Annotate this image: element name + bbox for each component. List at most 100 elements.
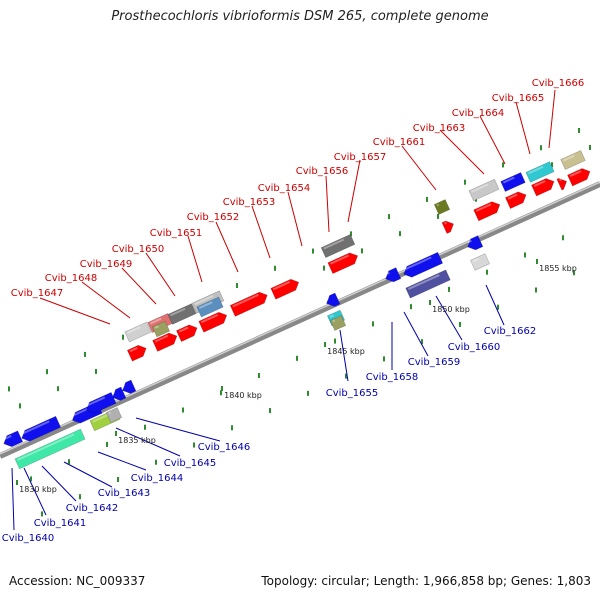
forward-gene-arrow[interactable] [176, 322, 199, 342]
reverse-gene-arrow[interactable] [324, 292, 341, 309]
tick-mark [578, 127, 580, 133]
gene-label-cvib-1653[interactable]: Cvib_1653 [223, 197, 275, 208]
gene-label-cvib-1647[interactable]: Cvib_1647 [11, 288, 63, 299]
leader-line [145, 252, 176, 297]
gene-feature-box[interactable] [525, 161, 555, 183]
reverse-gene-arrow[interactable] [84, 391, 117, 415]
forward-gene-arrow[interactable] [505, 189, 528, 209]
scale-tick [536, 259, 538, 264]
forward-gene-arrow[interactable] [270, 277, 301, 300]
gene-label-cvib-1654[interactable]: Cvib_1654 [258, 183, 310, 194]
gene-feature-box[interactable] [196, 296, 224, 318]
gene-label-cvib-1649[interactable]: Cvib_1649 [80, 259, 132, 270]
gene-label-cvib-1662[interactable]: Cvib_1662 [484, 326, 536, 337]
gene-label-cvib-1657[interactable]: Cvib_1657 [334, 152, 386, 163]
gene-feature-box[interactable] [470, 253, 490, 271]
tick-mark [372, 321, 374, 327]
forward-gene-arrow[interactable] [126, 343, 148, 362]
forward-gene-arrow[interactable] [152, 331, 180, 352]
forward-gene-arrow[interactable] [473, 199, 503, 222]
tick-mark [497, 304, 499, 310]
gene-label-cvib-1641[interactable]: Cvib_1641 [34, 518, 86, 529]
gene-feature-box[interactable] [433, 199, 451, 215]
reverse-gene-arrow[interactable] [110, 386, 127, 403]
tick-mark [540, 145, 542, 151]
scale-tick [221, 386, 223, 391]
tick-mark [361, 248, 363, 254]
reverse-gene-arrow[interactable] [19, 415, 62, 443]
leader-line [63, 461, 113, 488]
gene-labels: Cvib_1647 Cvib_1648 Cvib_1649 Cvib_1650 Cvib… [2, 78, 584, 544]
leader-line [39, 297, 111, 325]
gene-label-cvib-1663[interactable]: Cvib_1663 [413, 123, 465, 134]
gene-feature-box[interactable] [14, 428, 86, 470]
forward-gene-arrow[interactable] [229, 290, 270, 317]
gene-label-cvib-1652[interactable]: Cvib_1652 [187, 212, 239, 223]
scale-labels: 1830 kbp 1835 kbp 1840 kbp 1845 kbp 1850 kbp… [16, 259, 577, 494]
gene-label-cvib-1655[interactable]: Cvib_1655 [326, 388, 378, 399]
gene-label-cvib-1644[interactable]: Cvib_1644 [131, 473, 183, 484]
gene-label-cvib-1664[interactable]: Cvib_1664 [452, 108, 504, 119]
gene-feature-box[interactable] [105, 407, 123, 423]
reverse-gene-arrow[interactable] [1, 430, 24, 449]
tick-mark [95, 368, 97, 374]
gene-label-cvib-1661[interactable]: Cvib_1661 [373, 137, 425, 148]
gene-feature-box[interactable] [124, 321, 152, 343]
gene-label-cvib-1660[interactable]: Cvib_1660 [448, 342, 500, 353]
tick-mark [459, 321, 461, 327]
forward-gene-arrow[interactable] [531, 176, 557, 197]
leader-line [515, 101, 531, 155]
gene-feature-box[interactable] [151, 320, 171, 338]
gene-label-cvib-1656[interactable]: Cvib_1656 [296, 166, 348, 177]
leader-line [485, 284, 505, 326]
gene-feature-box[interactable] [167, 303, 197, 325]
gene-feature-box[interactable] [560, 150, 586, 170]
forward-gene-arrow[interactable] [567, 166, 593, 187]
gene-feature-box[interactable] [468, 178, 500, 202]
scale-label: 1845 kbp [327, 347, 365, 356]
scale-label: 1855 kbp [539, 264, 577, 273]
gene-label-cvib-1646[interactable]: Cvib_1646 [198, 442, 250, 453]
accession-label: Accession: NC_009337 [9, 574, 146, 588]
gene-feature-box[interactable] [329, 315, 347, 331]
tick-mark [269, 408, 271, 414]
gene-label-cvib-1651[interactable]: Cvib_1651 [150, 228, 202, 239]
gene-label-cvib-1648[interactable]: Cvib_1648 [45, 273, 97, 284]
forward-gene-arrow[interactable] [441, 218, 456, 234]
gene-feature-box[interactable] [405, 269, 451, 299]
gene-feature-box[interactable] [320, 233, 356, 259]
gene-label-cvib-1665[interactable]: Cvib_1665 [492, 93, 544, 104]
leader-line [215, 221, 239, 273]
reverse-gene-arrow[interactable] [465, 235, 484, 253]
gene-label-cvib-1642[interactable]: Cvib_1642 [66, 503, 118, 514]
scale-tick [429, 300, 431, 305]
gene-label-cvib-1643[interactable]: Cvib_1643 [98, 488, 150, 499]
forward-gene-arrow[interactable] [198, 310, 229, 333]
label-leader-lines [11, 89, 556, 531]
gene-features [1, 150, 593, 470]
reverse-gene-arrow[interactable] [120, 379, 137, 396]
reverse-gene-arrow[interactable] [401, 251, 444, 279]
forward-gene-arrow[interactable] [556, 176, 569, 191]
tick-mark [350, 231, 352, 237]
gene-label-cvib-1650[interactable]: Cvib_1650 [112, 244, 164, 255]
gene-label-cvib-1645[interactable]: Cvib_1645 [164, 458, 216, 469]
tick-mark [562, 235, 564, 241]
gene-label-cvib-1658[interactable]: Cvib_1658 [366, 372, 418, 383]
tick-mark [193, 442, 195, 448]
leader-line [325, 175, 330, 233]
gene-label-cvib-1640[interactable]: Cvib_1640 [2, 533, 54, 544]
tick-mark [345, 373, 347, 379]
tick-mark [68, 459, 70, 465]
leader-line [97, 451, 147, 471]
tick-mark [535, 287, 537, 293]
forward-gene-arrow[interactable] [327, 250, 360, 275]
tick-mark [46, 369, 48, 375]
gene-label-cvib-1666[interactable]: Cvib_1666 [532, 78, 584, 89]
tick-mark [117, 476, 119, 482]
tick-mark [144, 424, 146, 430]
gene-feature-box[interactable] [500, 172, 526, 192]
leader-line [347, 159, 361, 223]
reverse-gene-arrow[interactable] [383, 267, 402, 285]
gene-label-cvib-1659[interactable]: Cvib_1659 [408, 357, 460, 368]
